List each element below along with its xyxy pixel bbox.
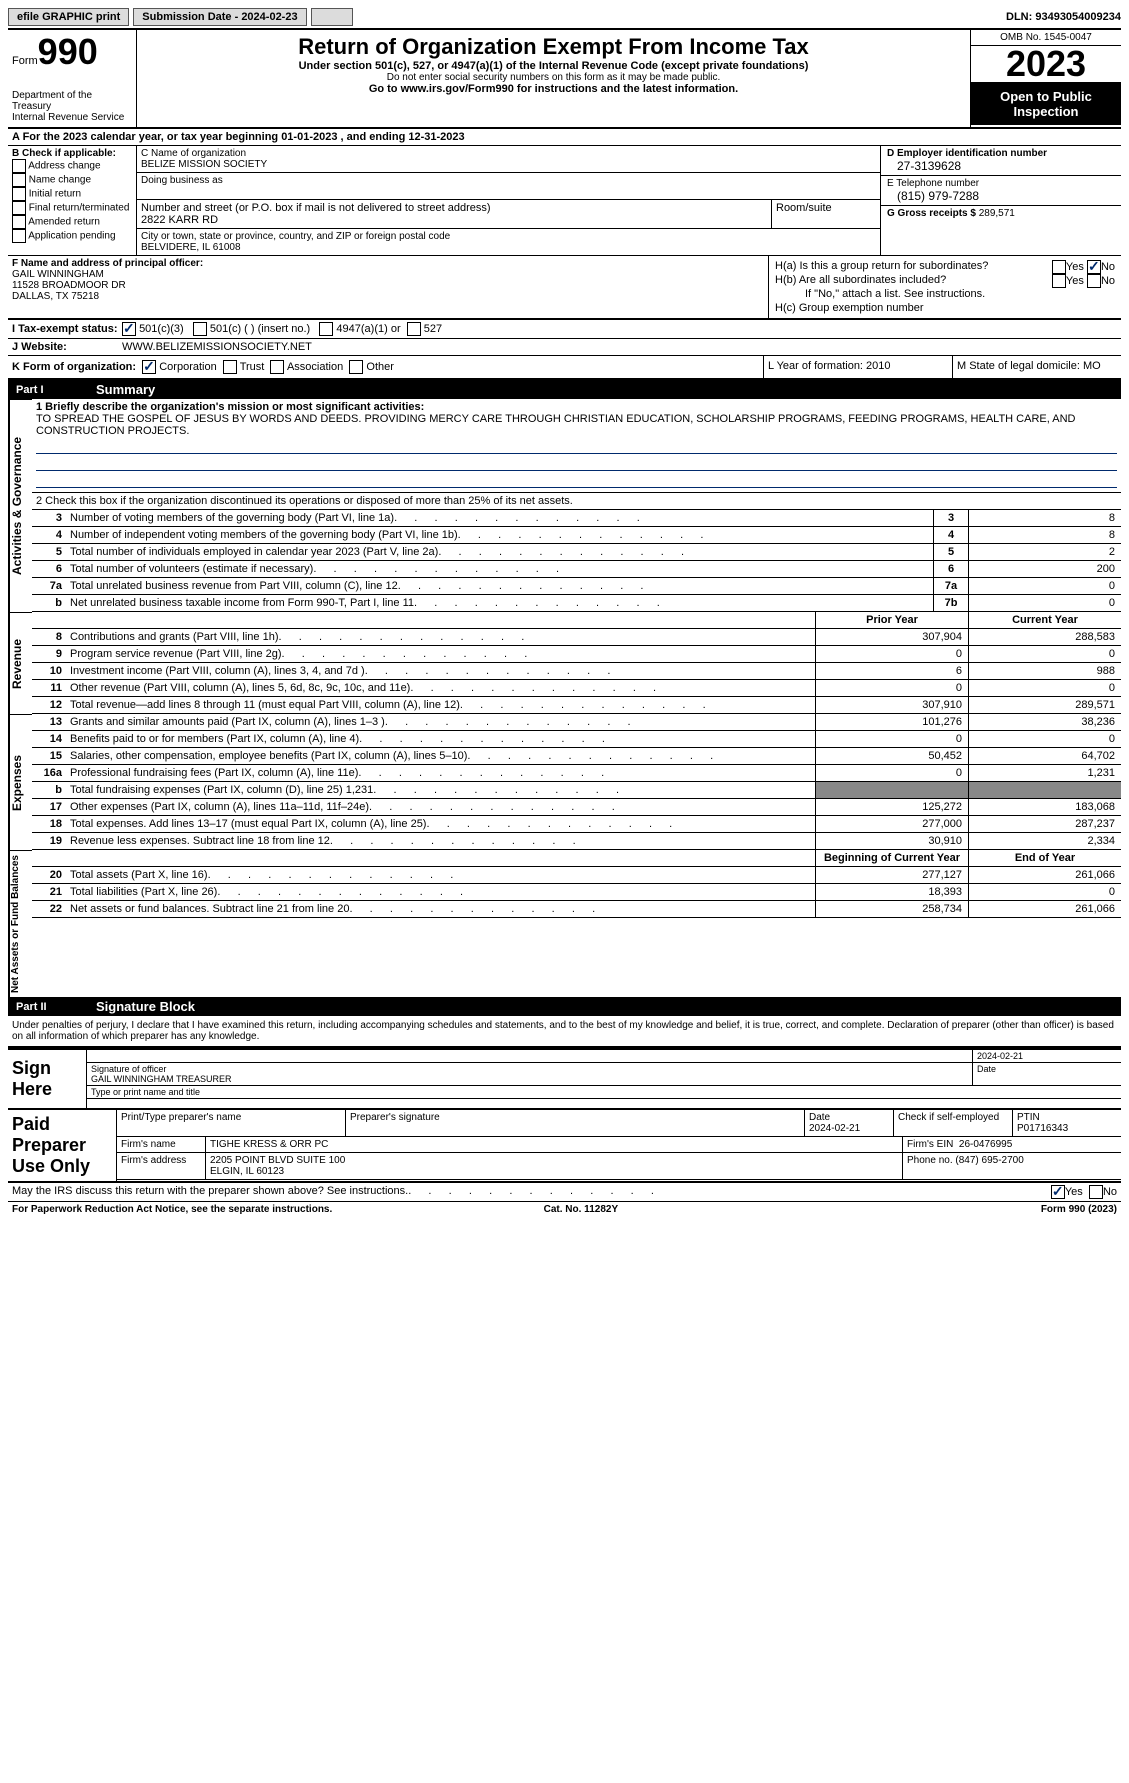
mission-text: TO SPREAD THE GOSPEL OF JESUS BY WORDS A… [36, 413, 1117, 437]
footer: For Paperwork Reduction Act Notice, see … [8, 1202, 1121, 1217]
gov-line-b: bNet unrelated business taxable income f… [32, 595, 1121, 612]
phone-label: E Telephone number [887, 178, 1115, 189]
tax-year: 2023 [971, 46, 1121, 83]
gross-label: G Gross receipts $ [887, 208, 976, 219]
city: BELVIDERE, IL 61008 [141, 242, 876, 253]
gov-line-5: 5Total number of individuals employed in… [32, 544, 1121, 561]
row-j-website: J Website: WWW.BELIZEMISSIONSOCIETY.NET [8, 339, 1121, 356]
side-governance: Activities & Governance [8, 399, 32, 612]
phone: (815) 979-7288 [887, 189, 1115, 203]
line-9: 9Program service revenue (Part VIII, lin… [32, 646, 1121, 663]
box-b-header: B Check if applicable: [12, 148, 132, 159]
hb-label: H(b) Are all subordinates included? [775, 274, 946, 286]
cb-application-pending[interactable]: Application pending [12, 229, 132, 243]
side-net-assets: Net Assets or Fund Balances [8, 850, 32, 997]
officer-label: F Name and address of principal officer: [12, 258, 764, 269]
line-8: 8Contributions and grants (Part VIII, li… [32, 629, 1121, 646]
hc-label: H(c) Group exemption number [775, 302, 1115, 314]
street-label: Number and street (or P.O. box if mail i… [141, 202, 767, 214]
row-i-status: I Tax-exempt status: 501(c)(3) 501(c) ( … [8, 319, 1121, 339]
cb-name-change[interactable]: Name change [12, 173, 132, 187]
open-public: Open to Public Inspection [971, 83, 1121, 125]
form-header: Form990 Department of the Treasury Inter… [8, 30, 1121, 129]
section-fh: F Name and address of principal officer:… [8, 256, 1121, 319]
cb-assoc[interactable] [270, 360, 284, 374]
gov-line-6: 6Total number of volunteers (estimate if… [32, 561, 1121, 578]
line-19: 19Revenue less expenses. Subtract line 1… [32, 833, 1121, 850]
cb-trust[interactable] [223, 360, 237, 374]
cb-other[interactable] [349, 360, 363, 374]
subtitle-2: Do not enter social security numbers on … [145, 72, 962, 83]
gov-line-7a: 7aTotal unrelated business revenue from … [32, 578, 1121, 595]
net-header: Beginning of Current Year End of Year [32, 850, 1121, 867]
cb-corp[interactable] [142, 360, 156, 374]
line-14: 14Benefits paid to or for members (Part … [32, 731, 1121, 748]
form-label: Form [12, 55, 38, 67]
rev-header: Prior Year Current Year [32, 612, 1121, 629]
top-bar: efile GRAPHIC print Submission Date - 20… [8, 8, 1121, 30]
dln: DLN: 93493054009234 [1006, 11, 1121, 23]
city-label: City or town, state or province, country… [141, 231, 876, 242]
line-16a: 16aProfessional fundraising fees (Part I… [32, 765, 1121, 782]
ein: 27-3139628 [887, 159, 1115, 173]
org-name: BELIZE MISSION SOCIETY [141, 159, 876, 170]
website-url[interactable]: WWW.BELIZEMISSIONSOCIETY.NET [122, 341, 312, 353]
line-15: 15Salaries, other compensation, employee… [32, 748, 1121, 765]
officer-addr2: DALLAS, TX 75218 [12, 291, 764, 302]
cb-initial-return[interactable]: Initial return [12, 187, 132, 201]
form-number: 990 [38, 31, 98, 72]
form-title: Return of Organization Exempt From Incom… [145, 34, 962, 60]
line-2: 2 Check this box if the organization dis… [32, 493, 1121, 510]
org-name-label: C Name of organization [141, 148, 876, 159]
mission-label: 1 Briefly describe the organization's mi… [36, 401, 1117, 413]
line-13: 13Grants and similar amounts paid (Part … [32, 714, 1121, 731]
paid-preparer-block: Paid Preparer Use Only Print/Type prepar… [8, 1110, 1121, 1183]
efile-print-button[interactable]: efile GRAPHIC print [8, 8, 129, 26]
goto-link[interactable]: Go to www.irs.gov/Form990 for instructio… [145, 83, 962, 95]
cb-final-return[interactable]: Final return/terminated [12, 201, 132, 215]
signature-declaration: Under penalties of perjury, I declare th… [8, 1016, 1121, 1048]
line-11: 11Other revenue (Part VIII, column (A), … [32, 680, 1121, 697]
ein-label: D Employer identification number [887, 148, 1115, 159]
line-17: 17Other expenses (Part IX, column (A), l… [32, 799, 1121, 816]
cb-501c[interactable] [193, 322, 207, 336]
dba-label: Doing business as [141, 175, 876, 186]
line-20: 20Total assets (Part X, line 16) 277,127… [32, 867, 1121, 884]
line-12: 12Total revenue—add lines 8 through 11 (… [32, 697, 1121, 714]
cb-4947[interactable] [319, 322, 333, 336]
gov-line-4: 4Number of independent voting members of… [32, 527, 1121, 544]
gov-line-3: 3Number of voting members of the governi… [32, 510, 1121, 527]
street: 2822 KARR RD [141, 214, 767, 226]
part-2-header: Part IISignature Block [8, 997, 1121, 1016]
row-klm: K Form of organization: Corporation Trus… [8, 356, 1121, 380]
cb-address-change[interactable]: Address change [12, 159, 132, 173]
department: Department of the Treasury Internal Reve… [12, 90, 132, 123]
line-10: 10Investment income (Part VIII, column (… [32, 663, 1121, 680]
discuss-line: May the IRS discuss this return with the… [8, 1183, 1121, 1202]
dropdown[interactable] [311, 8, 353, 26]
state-domicile: M State of legal domicile: MO [953, 356, 1121, 378]
line-21: 21Total liabilities (Part X, line 26) 18… [32, 884, 1121, 901]
hb-note: If "No," attach a list. See instructions… [775, 288, 1115, 300]
room-suite: Room/suite [772, 200, 880, 228]
side-expenses: Expenses [8, 714, 32, 850]
line-22: 22Net assets or fund balances. Subtract … [32, 901, 1121, 918]
gross-receipts: 289,571 [979, 208, 1015, 219]
row-a-period: A For the 2023 calendar year, or tax yea… [8, 129, 1121, 146]
officer-name: GAIL WINNINGHAM [12, 269, 764, 280]
side-revenue: Revenue [8, 612, 32, 714]
cb-amended[interactable]: Amended return [12, 215, 132, 229]
section-bcd: B Check if applicable: Address change Na… [8, 146, 1121, 256]
officer-addr1: 11528 BROADMOOR DR [12, 280, 764, 291]
cb-527[interactable] [407, 322, 421, 336]
sign-here-block: Sign Here 2024-02-21 Signature of office… [8, 1048, 1121, 1110]
cb-501c3[interactable] [122, 322, 136, 336]
part-1-header: Part ISummary [8, 380, 1121, 399]
line-b: bTotal fundraising expenses (Part IX, co… [32, 782, 1121, 799]
submission-date: Submission Date - 2024-02-23 [133, 8, 306, 26]
ha-label: H(a) Is this a group return for subordin… [775, 260, 988, 272]
line-18: 18Total expenses. Add lines 13–17 (must … [32, 816, 1121, 833]
year-formation: L Year of formation: 2010 [764, 356, 953, 378]
subtitle-1: Under section 501(c), 527, or 4947(a)(1)… [145, 60, 962, 72]
